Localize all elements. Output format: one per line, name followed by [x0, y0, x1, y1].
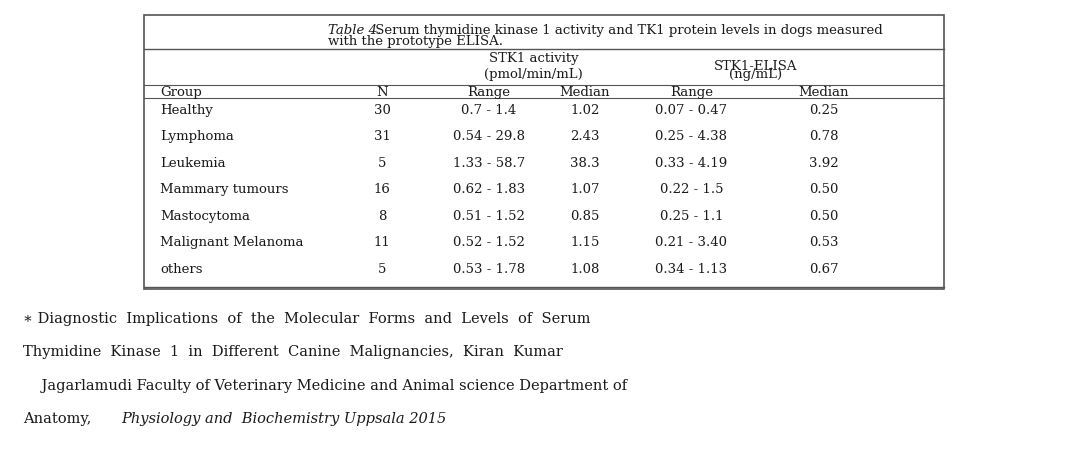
Text: 0.78: 0.78 — [809, 130, 839, 143]
Text: 0.51 - 1.52: 0.51 - 1.52 — [452, 209, 525, 222]
Text: 1.08: 1.08 — [570, 262, 600, 275]
Text: 0.62 - 1.83: 0.62 - 1.83 — [452, 183, 525, 196]
Text: Median: Median — [798, 86, 849, 99]
Text: 0.53 - 1.78: 0.53 - 1.78 — [452, 262, 525, 275]
Text: Table 4.: Table 4. — [328, 24, 381, 36]
Text: 0.53: 0.53 — [809, 236, 839, 248]
Text: 0.07 - 0.47: 0.07 - 0.47 — [655, 104, 728, 116]
Text: 30: 30 — [373, 104, 391, 116]
Text: 0.52 - 1.52: 0.52 - 1.52 — [452, 236, 525, 248]
Text: 0.33 - 4.19: 0.33 - 4.19 — [655, 157, 728, 169]
Text: 1.15: 1.15 — [570, 236, 600, 248]
Text: 1.07: 1.07 — [570, 183, 600, 196]
Text: Leukemia: Leukemia — [160, 157, 226, 169]
Text: 0.25: 0.25 — [809, 104, 839, 116]
Text: Median: Median — [559, 86, 610, 99]
Text: Mastocytoma: Mastocytoma — [160, 209, 250, 222]
Text: others: others — [160, 262, 203, 275]
Text: 11: 11 — [373, 236, 391, 248]
Text: STK1 activity: STK1 activity — [489, 52, 578, 65]
Text: 5: 5 — [378, 157, 386, 169]
Text: Mammary tumours: Mammary tumours — [160, 183, 288, 196]
Text: Anatomy,: Anatomy, — [23, 411, 96, 425]
Text: Jagarlamudi Faculty of Veterinary Medicine and Animal science Department of: Jagarlamudi Faculty of Veterinary Medici… — [23, 378, 627, 392]
Text: 0.21 - 3.40: 0.21 - 3.40 — [655, 236, 728, 248]
Text: Range: Range — [670, 86, 713, 99]
Text: 0.25 - 4.38: 0.25 - 4.38 — [655, 130, 728, 143]
Text: 38.3: 38.3 — [570, 157, 600, 169]
Text: 0.54 - 29.8: 0.54 - 29.8 — [452, 130, 525, 143]
Text: 1.02: 1.02 — [570, 104, 600, 116]
Text: 0.34 - 1.13: 0.34 - 1.13 — [655, 262, 728, 275]
Text: with the prototype ELISA.: with the prototype ELISA. — [328, 35, 503, 47]
Text: 3.92: 3.92 — [809, 157, 839, 169]
Text: N: N — [377, 86, 387, 99]
Text: 0.7 - 1.4: 0.7 - 1.4 — [461, 104, 516, 116]
Text: 0.25 - 1.1: 0.25 - 1.1 — [659, 209, 723, 222]
Text: Physiology and  Biochemistry Uppsala 2015: Physiology and Biochemistry Uppsala 2015 — [122, 411, 447, 425]
Text: 2.43: 2.43 — [570, 130, 600, 143]
Text: Lymphoma: Lymphoma — [160, 130, 234, 143]
Text: Serum thymidine kinase 1 activity and TK1 protein levels in dogs measured: Serum thymidine kinase 1 activity and TK… — [371, 24, 883, 36]
Text: 16: 16 — [373, 183, 391, 196]
Text: ∗ Diagnostic  Implications  of  the  Molecular  Forms  and  Levels  of  Serum: ∗ Diagnostic Implications of the Molecul… — [23, 312, 591, 325]
Text: 0.50: 0.50 — [809, 183, 839, 196]
Text: 0.22 - 1.5: 0.22 - 1.5 — [659, 183, 723, 196]
Text: Group: Group — [160, 86, 202, 99]
Text: 0.67: 0.67 — [809, 262, 839, 275]
Text: 1.33 - 58.7: 1.33 - 58.7 — [452, 157, 525, 169]
Text: Malignant Melanoma: Malignant Melanoma — [160, 236, 303, 248]
Text: (ng/mL): (ng/mL) — [729, 68, 782, 81]
Text: Healthy: Healthy — [160, 104, 213, 116]
Text: Thymidine  Kinase  1  in  Different  Canine  Malignancies,  Kiran  Kumar: Thymidine Kinase 1 in Different Canine M… — [23, 345, 563, 359]
Text: (pmol/min/mL): (pmol/min/mL) — [484, 68, 583, 81]
Text: STK1-ELISA: STK1-ELISA — [714, 60, 797, 72]
Text: 0.85: 0.85 — [570, 209, 600, 222]
Text: 8: 8 — [378, 209, 386, 222]
Text: 5: 5 — [378, 262, 386, 275]
Text: 31: 31 — [373, 130, 391, 143]
Text: Range: Range — [467, 86, 510, 99]
Text: 0.50: 0.50 — [809, 209, 839, 222]
